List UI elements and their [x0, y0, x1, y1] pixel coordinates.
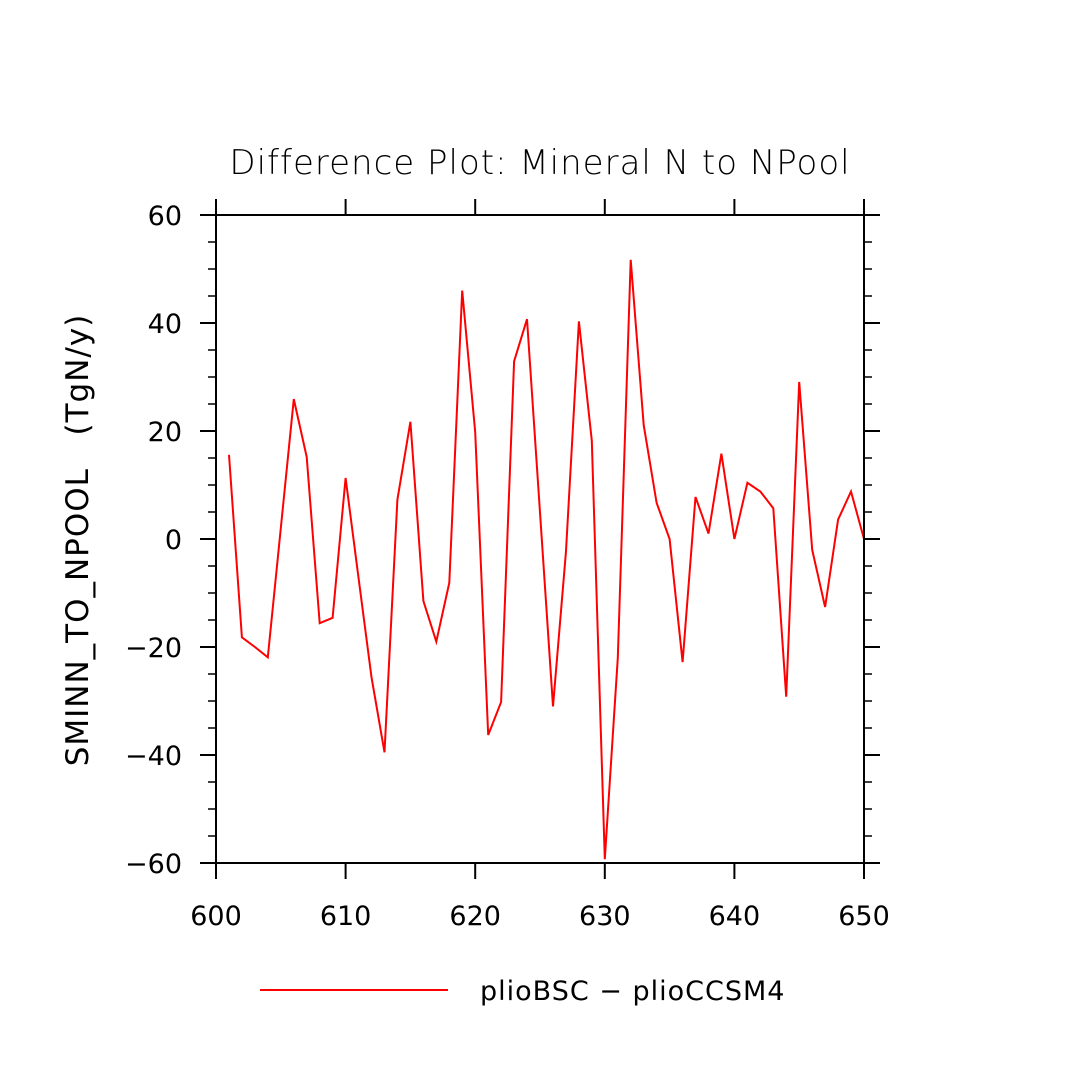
- series-line: [228, 259, 864, 860]
- chart-title: Difference Plot: Mineral N to NPool: [229, 143, 850, 183]
- series-layer: [228, 259, 864, 860]
- legend-entry-label: plioBSC − plioCCSM4: [480, 976, 785, 1007]
- x-tick-label: 600: [190, 901, 242, 932]
- x-tick-label: 620: [449, 901, 501, 932]
- axis-tick-labels: 600 610 620 630 640 650 −60 −40 −20 0 20 40 60: [125, 201, 890, 932]
- y-tick-label: 0: [165, 525, 182, 556]
- x-tick-label: 630: [579, 901, 631, 932]
- y-tick-label: 20: [148, 417, 182, 448]
- y-tick-label: −60: [125, 849, 182, 880]
- axis-ticks: [200, 199, 880, 879]
- y-tick-label: −40: [125, 741, 182, 772]
- y-axis-label: SMINN_TO_NPOOL (TgN/y): [60, 314, 96, 767]
- x-tick-label: 610: [320, 901, 372, 932]
- plot-frame: [215, 214, 865, 864]
- legend: plioBSC − plioCCSM4: [260, 976, 785, 1007]
- x-tick-label: 650: [838, 901, 890, 932]
- y-tick-label: 40: [148, 309, 182, 340]
- y-tick-label: 60: [148, 201, 182, 232]
- x-tick-label: 640: [709, 901, 761, 932]
- y-tick-label: −20: [125, 633, 182, 664]
